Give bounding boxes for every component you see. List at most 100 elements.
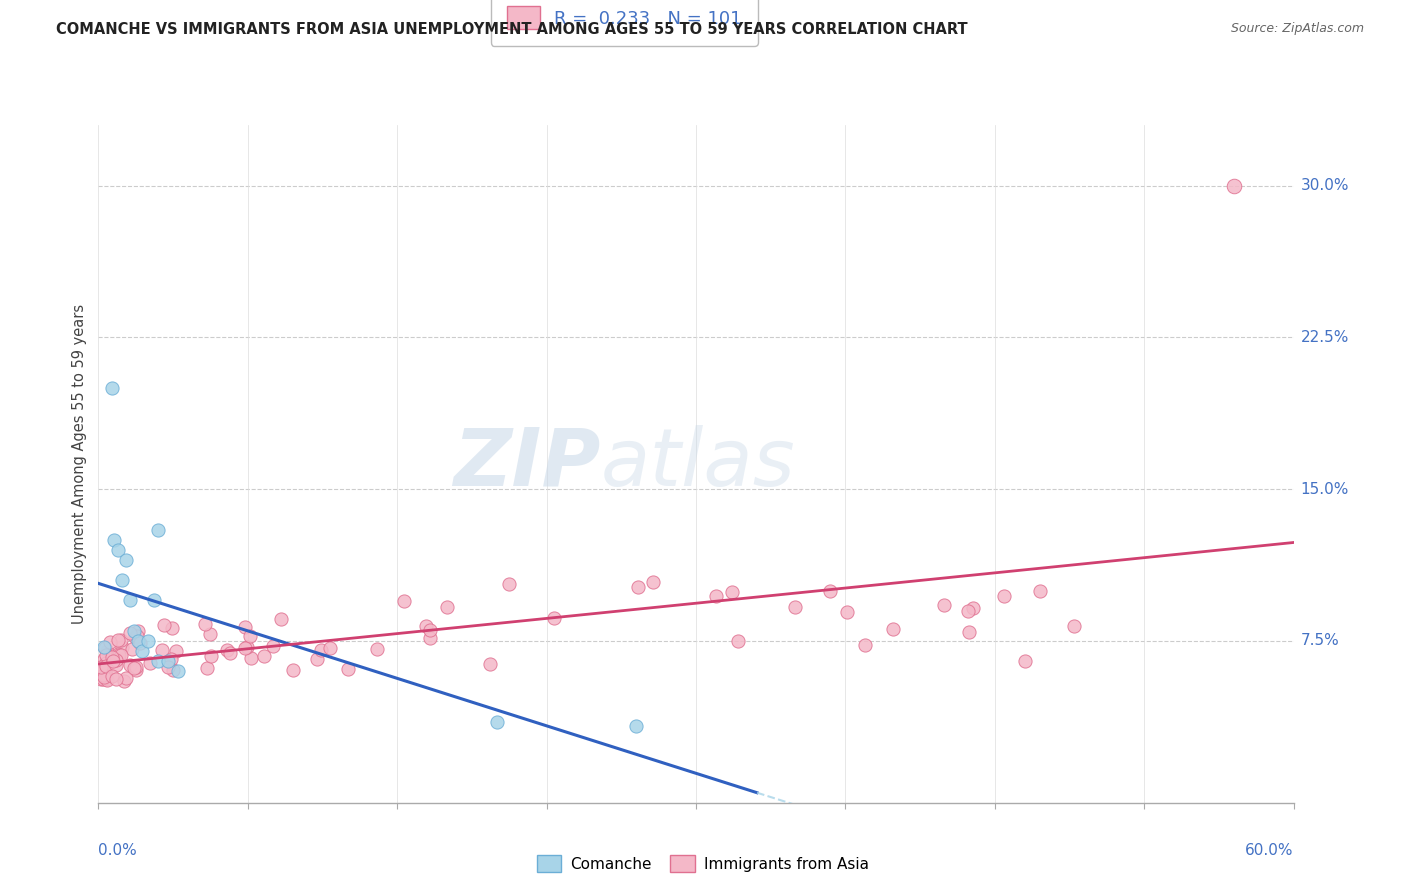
Point <box>107 651 129 665</box>
Point <box>309 643 332 657</box>
Point <box>162 663 184 677</box>
Point <box>103 533 125 547</box>
Point <box>337 662 360 676</box>
Point <box>101 669 124 683</box>
Point <box>107 647 129 661</box>
Point <box>156 660 179 674</box>
Point <box>281 663 304 677</box>
Point <box>704 589 727 603</box>
Point <box>110 648 132 662</box>
Point <box>152 617 174 632</box>
Point <box>111 640 134 654</box>
Point <box>125 660 148 674</box>
Point <box>478 657 501 672</box>
Text: 22.5%: 22.5% <box>1301 330 1348 345</box>
Point <box>392 593 415 607</box>
Point <box>94 648 117 663</box>
Point <box>129 635 152 649</box>
Point <box>90 663 112 677</box>
Point <box>91 672 114 686</box>
Point <box>436 599 458 614</box>
Point <box>419 624 441 638</box>
Point <box>236 640 259 654</box>
Text: 15.0%: 15.0% <box>1301 482 1348 497</box>
Point <box>94 667 117 681</box>
Point <box>94 668 117 682</box>
Point <box>993 589 1015 603</box>
Point <box>96 658 118 673</box>
Point <box>122 661 145 675</box>
Point <box>111 573 134 587</box>
Point <box>101 650 124 665</box>
Legend: R = -0.364   N =  18, R =  0.233   N = 101: R = -0.364 N = 18, R = 0.233 N = 101 <box>491 0 758 45</box>
Point <box>1222 178 1246 193</box>
Point <box>233 620 256 634</box>
Point <box>101 381 124 395</box>
Point <box>105 657 128 672</box>
Point <box>125 663 148 677</box>
Point <box>93 652 115 666</box>
Point <box>112 673 135 688</box>
Y-axis label: Unemployment Among Ages 55 to 59 years: Unemployment Among Ages 55 to 59 years <box>72 304 87 624</box>
Point <box>1028 584 1050 599</box>
Point <box>115 553 138 567</box>
Point <box>115 671 138 685</box>
Text: 60.0%: 60.0% <box>1246 843 1294 858</box>
Point <box>104 653 127 667</box>
Point <box>157 654 180 668</box>
Point <box>957 625 980 640</box>
Point <box>198 627 221 641</box>
Point <box>820 583 842 598</box>
Point <box>624 719 647 733</box>
Point <box>270 612 292 626</box>
Point <box>91 659 114 673</box>
Point <box>195 661 218 675</box>
Text: COMANCHE VS IMMIGRANTS FROM ASIA UNEMPLOYMENT AMONG AGES 55 TO 59 YEARS CORRELAT: COMANCHE VS IMMIGRANTS FROM ASIA UNEMPLO… <box>56 22 967 37</box>
Point <box>239 629 262 643</box>
Point <box>97 656 120 670</box>
Point <box>98 634 121 648</box>
Point <box>962 601 984 615</box>
Point <box>107 542 129 557</box>
Point <box>165 644 187 658</box>
Point <box>240 651 263 665</box>
Point <box>118 626 141 640</box>
Point <box>160 652 183 666</box>
Point <box>217 643 239 657</box>
Point <box>148 654 170 668</box>
Point <box>415 619 437 633</box>
Point <box>120 593 142 607</box>
Point <box>262 639 284 653</box>
Point <box>93 657 115 671</box>
Point <box>233 641 256 656</box>
Point <box>143 593 166 607</box>
Point <box>124 631 146 645</box>
Point <box>932 598 955 612</box>
Point <box>94 641 117 656</box>
Point <box>152 642 174 657</box>
Point <box>108 648 131 663</box>
Point <box>200 649 222 664</box>
Text: ZIP: ZIP <box>453 425 600 503</box>
Point <box>835 605 858 619</box>
Point <box>498 577 520 591</box>
Point <box>96 644 118 658</box>
Point <box>882 622 904 636</box>
Point <box>94 657 117 671</box>
Point <box>543 611 565 625</box>
Point <box>91 667 114 681</box>
Point <box>96 673 118 687</box>
Text: 7.5%: 7.5% <box>1301 633 1340 648</box>
Point <box>124 624 146 638</box>
Point <box>853 638 876 652</box>
Point <box>1063 619 1085 633</box>
Point <box>727 633 749 648</box>
Point <box>253 649 276 664</box>
Point <box>785 600 807 615</box>
Point <box>485 714 508 729</box>
Point <box>627 580 650 594</box>
Point <box>120 658 142 673</box>
Point <box>1014 654 1036 668</box>
Point <box>90 660 112 674</box>
Point <box>125 629 148 643</box>
